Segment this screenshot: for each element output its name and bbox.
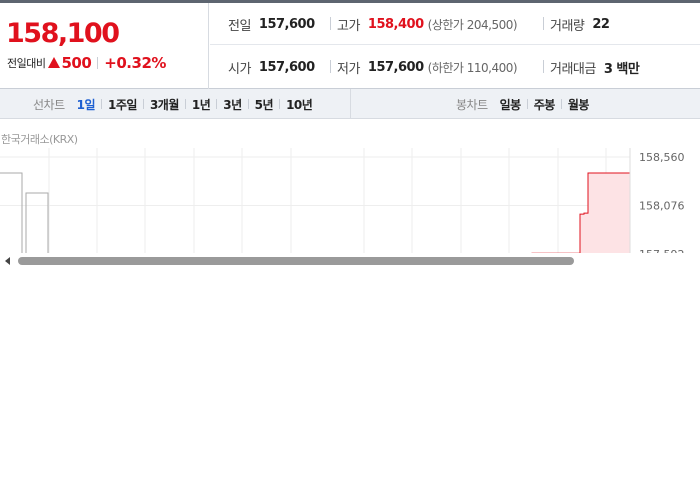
price-line [531, 172, 631, 253]
trade-amount-label: 거래대금 [550, 61, 596, 77]
divider [184, 99, 186, 109]
low-label: 저가 [337, 61, 360, 77]
exchange-label: 한국거래소(KRX) [1, 133, 78, 146]
volume-label: 거래량 [550, 18, 585, 34]
quote-panel: 158,100 전일대비 500 +0.32% 전일 157,600 고가 15… [0, 3, 700, 89]
trade-amount-value: 3 백만 [603, 61, 640, 77]
tab-1year[interactable]: 1년 [191, 97, 211, 112]
y-tick-label: 158,560 [639, 151, 685, 164]
tab-daily-candle[interactable]: 일봉 [499, 97, 522, 112]
high-label: 고가 [337, 18, 360, 34]
candle-chart-tabs: 봉차트 일봉 주봉 월봉 [456, 89, 589, 119]
previous-session-outline [0, 172, 49, 253]
change-rate: +0.32% [104, 54, 166, 72]
divider [247, 99, 249, 109]
open-label: 시가 [228, 61, 251, 77]
low-cell: 저가 157,600 (하한가 110,400) [337, 46, 518, 88]
prev-day-label: 전일대비 [7, 57, 46, 70]
info-row: 시가 157,600 저가 157,600 (하한가 110,400) 거래대금… [210, 46, 700, 88]
price-chart: 158,560 158,076 157,592 [0, 148, 700, 253]
info-row: 전일 157,600 고가 158,400 (상한가 204,500) 거래량 … [210, 3, 700, 45]
volume-value: 22 [592, 16, 610, 32]
price-area [580, 173, 630, 253]
tab-3year[interactable]: 3년 [223, 97, 242, 112]
candle-chart-label: 봉차트 [456, 97, 488, 112]
chart-period-tabs: 선차트 1일 1주일 3개월 1년 3년 5년 10년 봉차트 일봉 주봉 월봉 [0, 89, 700, 119]
scrollbar-thumb[interactable] [18, 257, 574, 265]
change-row: 전일대비 500 +0.32% [7, 54, 166, 72]
tab-monthly-candle[interactable]: 월봉 [567, 97, 590, 112]
prev-close-label: 전일 [228, 18, 251, 34]
divider [330, 60, 331, 73]
lower-limit: (하한가 110,400) [427, 60, 518, 75]
price-summary: 158,100 전일대비 500 +0.32% [0, 3, 209, 89]
prev-close-cell: 전일 157,600 [228, 3, 315, 45]
current-price: 158,100 [6, 18, 120, 49]
tab-weekly-candle[interactable]: 주봉 [533, 97, 556, 112]
triangle-up-icon [48, 57, 61, 68]
chart-grid-horizontal [0, 156, 630, 206]
tab-3month[interactable]: 3개월 [149, 97, 179, 112]
low-value: 157,600 [367, 59, 424, 75]
line-chart-label: 선차트 [33, 97, 65, 112]
divider [330, 17, 331, 30]
open-cell: 시가 157,600 [228, 46, 315, 88]
divider [543, 17, 544, 30]
tab-5year[interactable]: 5년 [254, 97, 274, 112]
change-amount: 500 [61, 54, 92, 72]
y-tick-label: 158,076 [639, 200, 685, 213]
upper-limit: (상한가 204,500) [427, 17, 518, 32]
divider [216, 99, 218, 109]
divider [560, 99, 562, 109]
top-border [0, 0, 700, 3]
chart-canvas: 158,560 158,076 157,592 [0, 148, 685, 253]
trade-amount-cell: 거래대금 3 백만 [550, 46, 640, 88]
outline-segment [0, 172, 23, 253]
open-value: 157,600 [258, 59, 315, 75]
chart-grid [48, 148, 607, 253]
divider [279, 99, 281, 109]
tab-10year[interactable]: 10년 [286, 97, 313, 112]
divider [543, 60, 544, 73]
tab-group-divider [350, 89, 351, 119]
volume-cell: 거래량 22 [550, 3, 610, 45]
high-value: 158,400 [367, 16, 424, 32]
chart-scrollbar[interactable] [0, 253, 700, 269]
tab-1week[interactable]: 1주일 [108, 97, 137, 112]
tab-1day[interactable]: 1일 [76, 97, 96, 112]
y-axis-ticks: 158,560 158,076 157,592 [639, 151, 685, 253]
price-info-grid: 전일 157,600 고가 158,400 (상한가 204,500) 거래량 … [210, 3, 700, 89]
divider [101, 99, 103, 109]
outline-segment [25, 192, 49, 253]
line-chart-tabs: 선차트 1일 1주일 3개월 1년 3년 5년 10년 [33, 89, 313, 119]
prev-close-value: 157,600 [258, 16, 315, 32]
high-cell: 고가 158,400 (상한가 204,500) [337, 3, 518, 45]
divider [526, 99, 528, 109]
divider [142, 99, 144, 109]
y-tick-label: 157,592 [639, 248, 685, 253]
divider [97, 57, 99, 69]
scroll-left-arrow-icon[interactable] [5, 257, 10, 265]
